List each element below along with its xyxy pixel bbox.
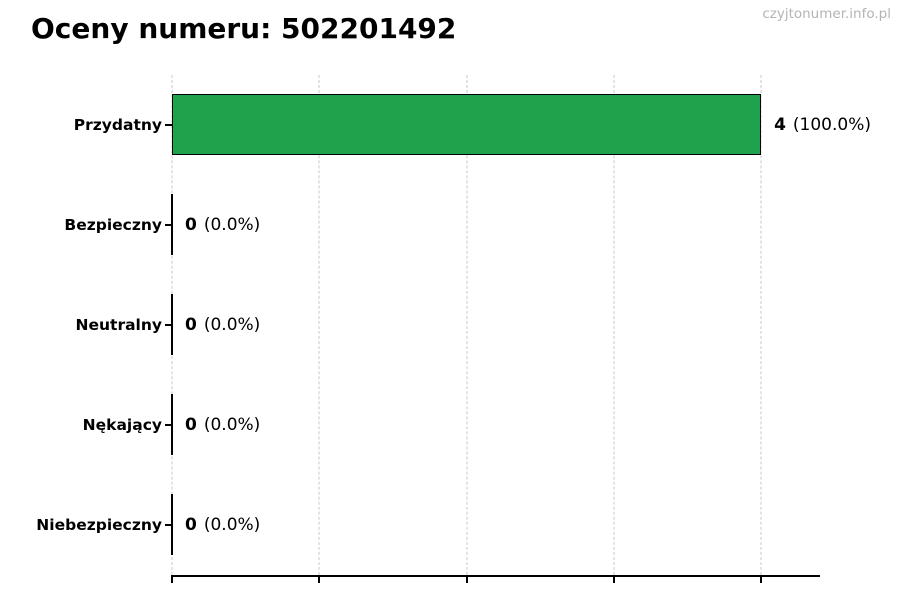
- y-tick: [165, 324, 172, 326]
- value-count: 0: [185, 214, 197, 235]
- bar: [171, 394, 173, 455]
- value-label: 0 (0.0%): [185, 194, 260, 255]
- value-label: 4 (100.0%): [774, 94, 871, 155]
- value-percent: (0.0%): [203, 314, 261, 335]
- value-percent: (100.0%): [792, 114, 872, 135]
- gridline: [760, 75, 762, 575]
- bar-row: Neutralny 0 (0.0%): [76, 275, 820, 375]
- bar-row: Niebezpieczny 0 (0.0%): [36, 475, 820, 575]
- y-tick: [165, 224, 172, 226]
- category-label: Przydatny: [73, 116, 162, 134]
- bar-row: Przydatny 4 (100.0%): [74, 75, 871, 175]
- value-label: 0 (0.0%): [185, 294, 260, 355]
- bar: [171, 294, 173, 355]
- category-label: Nękający: [82, 416, 162, 434]
- category-label: Bezpieczny: [64, 216, 162, 234]
- x-tick: [760, 575, 763, 583]
- watermark: czyjtonumer.info.pl: [762, 6, 891, 22]
- value-percent: (0.0%): [203, 514, 261, 535]
- gridline: [613, 75, 615, 575]
- bar-row: Nękający 0 (0.0%): [83, 375, 820, 475]
- category-label: Neutralny: [75, 316, 162, 334]
- x-tick: [318, 575, 321, 583]
- y-tick: [165, 424, 172, 426]
- bar: [171, 494, 173, 555]
- x-tick: [612, 575, 615, 583]
- gridline: [466, 75, 468, 575]
- value-count: 0: [185, 314, 197, 335]
- x-tick: [465, 575, 468, 583]
- value-percent: (0.0%): [203, 414, 261, 435]
- bar: [172, 94, 762, 155]
- bar: [171, 194, 173, 255]
- value-label: 0 (0.0%): [185, 394, 260, 455]
- y-tick: [165, 124, 172, 126]
- value-percent: (0.0%): [203, 214, 261, 235]
- x-tick: [171, 575, 173, 583]
- value-count: 4: [774, 114, 786, 135]
- chart-title: Oceny numeru: 502201492: [31, 12, 457, 45]
- category-label: Niebezpieczny: [36, 516, 162, 534]
- plot-area: Przydatny 4 (100.0%) Bezpieczny 0 (0.0%) Neutr…: [36, 75, 871, 583]
- gridline: [318, 75, 320, 575]
- value-label: 0 (0.0%): [185, 494, 260, 555]
- value-count: 0: [185, 414, 197, 435]
- y-tick: [165, 524, 172, 526]
- bar-row: Bezpieczny 0 (0.0%): [64, 175, 820, 275]
- value-count: 0: [185, 514, 197, 535]
